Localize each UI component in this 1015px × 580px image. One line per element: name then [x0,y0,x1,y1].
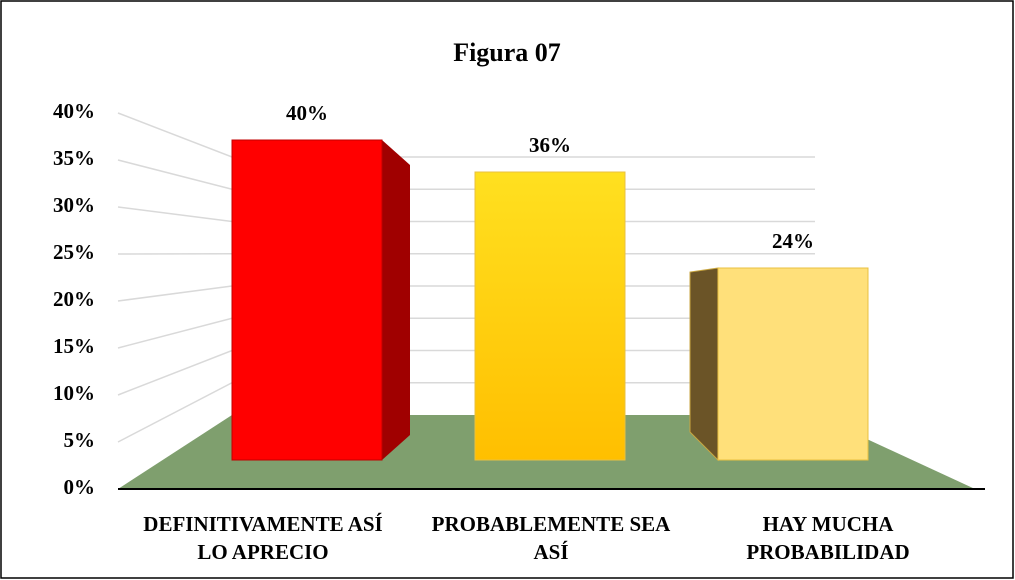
y-tick-label: 30% [53,193,95,217]
x-tick-label: HAY MUCHA PROBABILIDAD [746,512,910,564]
y-tick-label: 35% [53,146,95,170]
bar [717,267,869,461]
bar-side [689,267,719,462]
bar [231,139,383,461]
y-tick-label: 5% [64,428,96,452]
y-tick-label: 20% [53,287,95,311]
x-tick-label: DEFINITIVAMENTE ASÍ LO APRECIO [143,512,383,564]
bar [474,171,626,461]
chart-title: Figura 07 [453,38,561,67]
y-tick-label: 15% [53,334,95,358]
value-label: 24% [772,229,814,253]
y-tick-label: 0% [64,475,96,499]
y-tick-label: 40% [53,99,95,123]
bar-side [382,140,410,460]
y-tick-label: 25% [53,240,95,264]
value-label: 40% [286,101,328,125]
x-tick-label: PROBABLEMENTE SEA ASÍ [431,512,671,564]
value-label: 36% [529,133,571,157]
y-tick-label: 10% [53,381,95,405]
